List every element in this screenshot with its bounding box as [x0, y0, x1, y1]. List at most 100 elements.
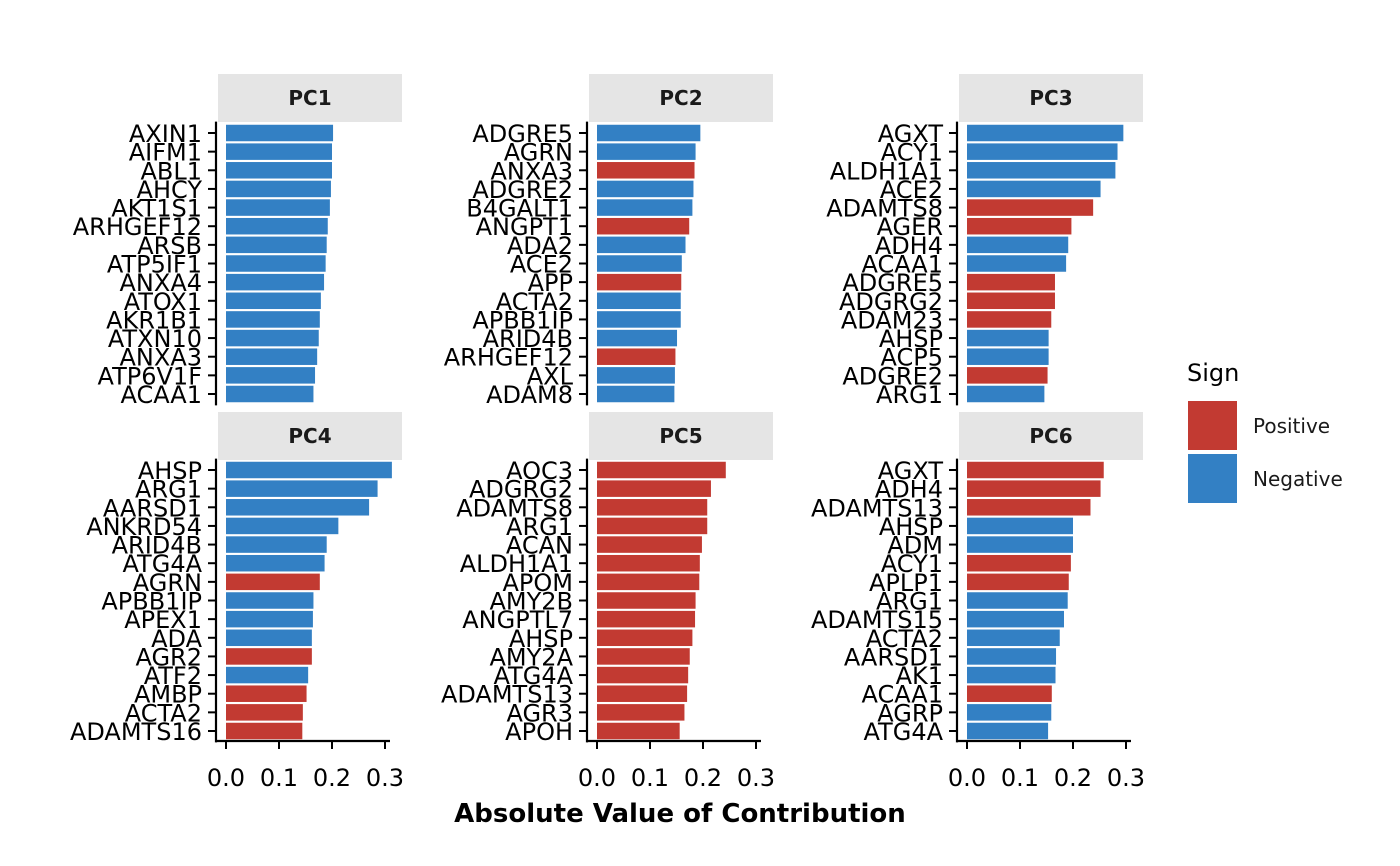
bar: [226, 723, 302, 740]
bar: [597, 574, 699, 591]
bar: [597, 667, 688, 684]
bar: [226, 462, 392, 479]
facet-strip-label: PC1: [288, 86, 331, 110]
bar: [226, 386, 313, 403]
legend-label-positive: Positive: [1253, 414, 1330, 438]
facet-strip-label: PC2: [659, 86, 702, 110]
bar: [597, 723, 680, 740]
bar: [226, 293, 321, 310]
legend-label-negative: Negative: [1253, 467, 1343, 491]
bar: [226, 611, 313, 628]
bar: [597, 274, 681, 291]
bar: [597, 536, 702, 553]
bar: [226, 667, 308, 684]
bar: [967, 255, 1066, 272]
bar: [226, 367, 315, 384]
x-tick-label: 0.0: [578, 764, 616, 792]
bar: [597, 592, 696, 609]
bar: [226, 274, 324, 291]
bar: [226, 237, 327, 254]
bar: [597, 386, 674, 403]
bar: [597, 685, 687, 702]
bar: [226, 499, 369, 516]
bar: [967, 480, 1101, 497]
bar: [226, 574, 320, 591]
bar: [226, 181, 331, 198]
bar: [967, 685, 1052, 702]
panel-pc5: PC5AOC3ADGRG2ADAMTS8ARG1ACANALDH1A1APOMA…: [441, 412, 775, 792]
bar: [967, 367, 1048, 384]
x-tick-label: 0.2: [313, 764, 351, 792]
legend-key-negative: [1188, 454, 1237, 503]
legend-key-positive: [1188, 401, 1237, 450]
bar: [967, 630, 1060, 647]
y-tick-label: ADAM8: [486, 381, 573, 409]
bar: [967, 237, 1068, 254]
bar: [967, 611, 1064, 628]
bar: [597, 648, 690, 665]
x-tick-label: 0.1: [631, 764, 669, 792]
bar: [597, 237, 686, 254]
x-tick-label: 0.2: [684, 764, 722, 792]
bar: [967, 555, 1071, 572]
x-tick-label: 0.3: [366, 764, 404, 792]
bar: [597, 199, 692, 216]
y-tick-label: ACAA1: [120, 381, 202, 409]
bar: [967, 143, 1118, 160]
x-tick-label: 0.1: [1001, 764, 1039, 792]
x-tick-label: 0.0: [948, 764, 986, 792]
bar: [226, 648, 312, 665]
bar: [597, 611, 695, 628]
bar: [967, 199, 1093, 216]
bar: [967, 125, 1123, 142]
bar: [226, 480, 378, 497]
x-axis-label: Absolute Value of Contribution: [454, 799, 906, 829]
panel-pc1: PC1AXIN1AIFM1ABL1AHCYAKT1S1ARHGEF12ARSBA…: [73, 74, 402, 409]
bar: [597, 367, 675, 384]
bar: [967, 574, 1069, 591]
bar: [967, 536, 1073, 553]
bar: [597, 181, 693, 198]
bar: [597, 293, 681, 310]
facet-strip-label: PC4: [288, 424, 331, 448]
bar: [226, 218, 328, 235]
bar: [597, 348, 675, 365]
x-tick-label: 0.0: [207, 764, 245, 792]
bar: [967, 293, 1055, 310]
y-tick-label: APOH: [505, 718, 573, 746]
bar: [226, 143, 332, 160]
facet-strip-label: PC5: [659, 424, 702, 448]
bar: [597, 255, 682, 272]
bar: [597, 218, 689, 235]
bar: [597, 162, 695, 179]
x-tick-label: 0.2: [1054, 764, 1092, 792]
bar: [597, 330, 677, 347]
bar: [597, 555, 700, 572]
y-tick-label: ARG1: [876, 381, 943, 409]
bar: [226, 536, 327, 553]
bar: [226, 555, 325, 572]
bar: [597, 125, 700, 142]
bar: [967, 592, 1068, 609]
bar: [597, 311, 681, 328]
bar: [967, 386, 1044, 403]
bar: [226, 311, 320, 328]
bar: [967, 218, 1071, 235]
bar: [967, 648, 1056, 665]
panel-pc4: PC4AHSPARG1AARSD1ANKRD54ARID4BATG4AAGRNA…: [70, 412, 404, 792]
bar: [967, 499, 1090, 516]
bar: [597, 518, 707, 535]
panel-pc2: PC2ADGRE5AGRNANXA3ADGRE2B4GALT1ANGPT1ADA…: [444, 74, 773, 409]
bar: [226, 592, 313, 609]
x-tick-label: 0.3: [737, 764, 775, 792]
x-tick-label: 0.1: [260, 764, 298, 792]
bar: [967, 348, 1049, 365]
bar: [967, 274, 1055, 291]
bar: [226, 162, 332, 179]
bar: [967, 311, 1051, 328]
facet-strip-label: PC6: [1029, 424, 1072, 448]
bar: [967, 181, 1101, 198]
y-tick-label: ADAMTS16: [70, 718, 202, 746]
panel-pc6: PC6AGXTADH4ADAMTS13AHSPADMACY1APLP1ARG1A…: [811, 412, 1145, 792]
bar: [967, 462, 1104, 479]
